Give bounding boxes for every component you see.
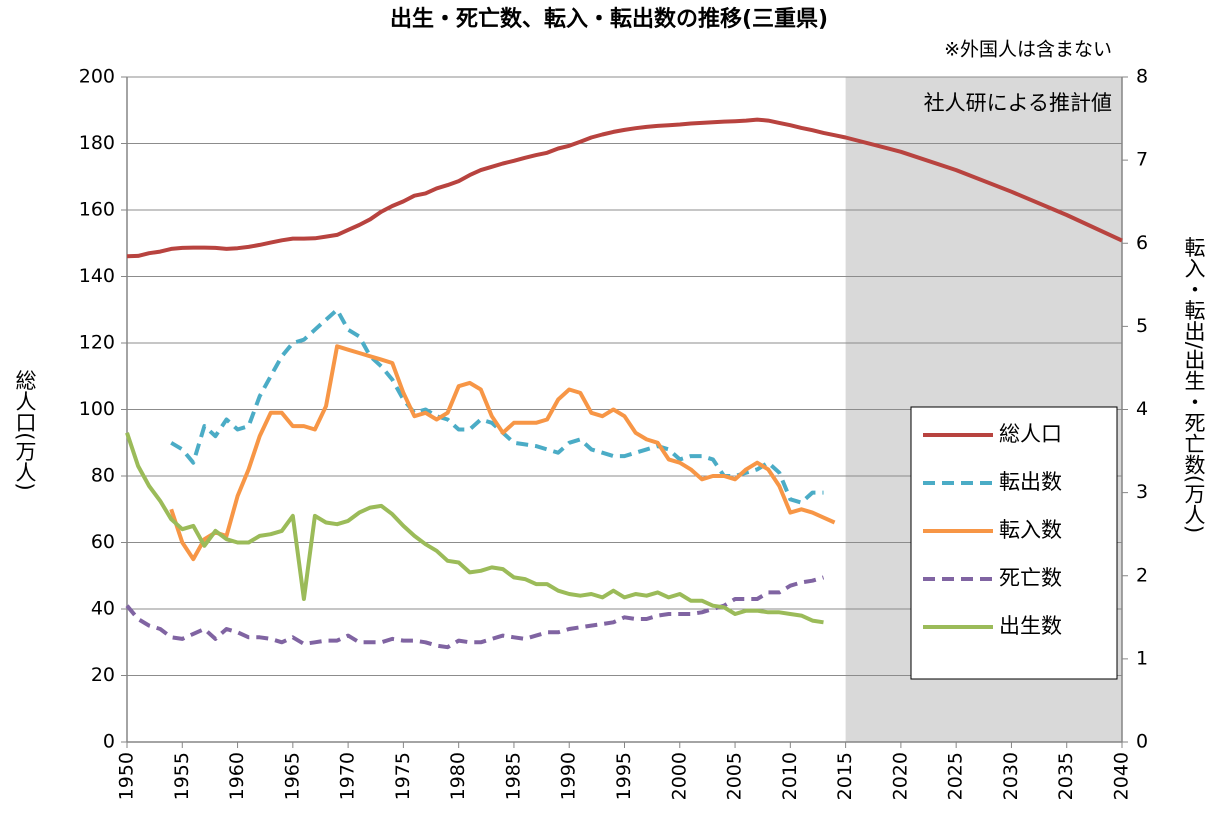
x-tick-label: 2000 [668, 752, 690, 800]
legend-label: 転出数 [999, 470, 1062, 494]
projection-label: 社人研による推計値 [924, 91, 1112, 115]
chart-title: 出生・死亡数、転入・転出数の推移(三重県) [390, 6, 828, 32]
x-tick-label: 1955 [171, 752, 193, 800]
legend-label: 死亡数 [999, 566, 1062, 590]
y2-tick-label: 8 [1136, 66, 1148, 88]
x-tick-label: 1990 [558, 752, 580, 800]
y2-axis-title: 転入・転出/出生・死亡数(万人) [1182, 237, 1206, 533]
y2-tick-label: 6 [1136, 232, 1148, 254]
x-tick-label: 1965 [281, 752, 303, 800]
y2-tick-label: 1 [1136, 647, 1148, 669]
y-tick-label: 120 [79, 332, 115, 354]
x-tick-label: 1950 [116, 752, 138, 800]
x-tick-label: 2010 [779, 752, 801, 800]
y-axis-title: 総人口(万人) [13, 369, 37, 490]
series-line [125, 575, 825, 650]
x-tick-label: 1985 [502, 752, 524, 800]
y-tick-label: 0 [103, 731, 115, 753]
legend-label: 出生数 [999, 614, 1062, 638]
x-tick-label: 2030 [1000, 752, 1022, 800]
y-tick-label: 160 [79, 199, 115, 221]
y2-tick-label: 0 [1136, 731, 1148, 753]
x-tick-label: 1975 [392, 752, 414, 800]
y2-tick-label: 2 [1136, 564, 1148, 586]
y-tick-label: 200 [79, 66, 115, 88]
legend-label: 総人口 [999, 422, 1062, 446]
y-tick-label: 140 [79, 265, 115, 287]
y2-tick-label: 3 [1136, 481, 1148, 503]
series-line [169, 344, 836, 562]
series-line [170, 307, 824, 505]
y-tick-label: 60 [91, 531, 115, 553]
x-tick-label: 2015 [834, 752, 856, 800]
x-tick-label: 1970 [337, 752, 359, 800]
x-tick-label: 2005 [724, 752, 746, 800]
y2-tick-label: 7 [1136, 149, 1148, 171]
series-line [126, 117, 1123, 259]
legend-box [910, 406, 1118, 680]
y-tick-label: 20 [91, 664, 115, 686]
y-tick-label: 100 [79, 398, 115, 420]
x-tick-label: 2025 [945, 752, 967, 800]
x-tick-label: 2020 [889, 752, 911, 800]
y2-tick-label: 4 [1136, 398, 1148, 420]
y-tick-label: 180 [79, 132, 115, 154]
x-tick-label: 1960 [226, 752, 248, 800]
x-tick-label: 2040 [1111, 752, 1133, 800]
y2-tick-label: 5 [1136, 315, 1148, 337]
note: ※外国人は含まない [944, 39, 1112, 61]
y-tick-label: 80 [91, 465, 115, 487]
x-tick-label: 2035 [1055, 752, 1077, 800]
x-tick-label: 1980 [447, 752, 469, 800]
series-line [125, 432, 824, 625]
y-tick-label: 40 [91, 598, 115, 620]
x-tick-label: 1995 [613, 752, 635, 800]
legend-label: 転入数 [999, 518, 1062, 542]
